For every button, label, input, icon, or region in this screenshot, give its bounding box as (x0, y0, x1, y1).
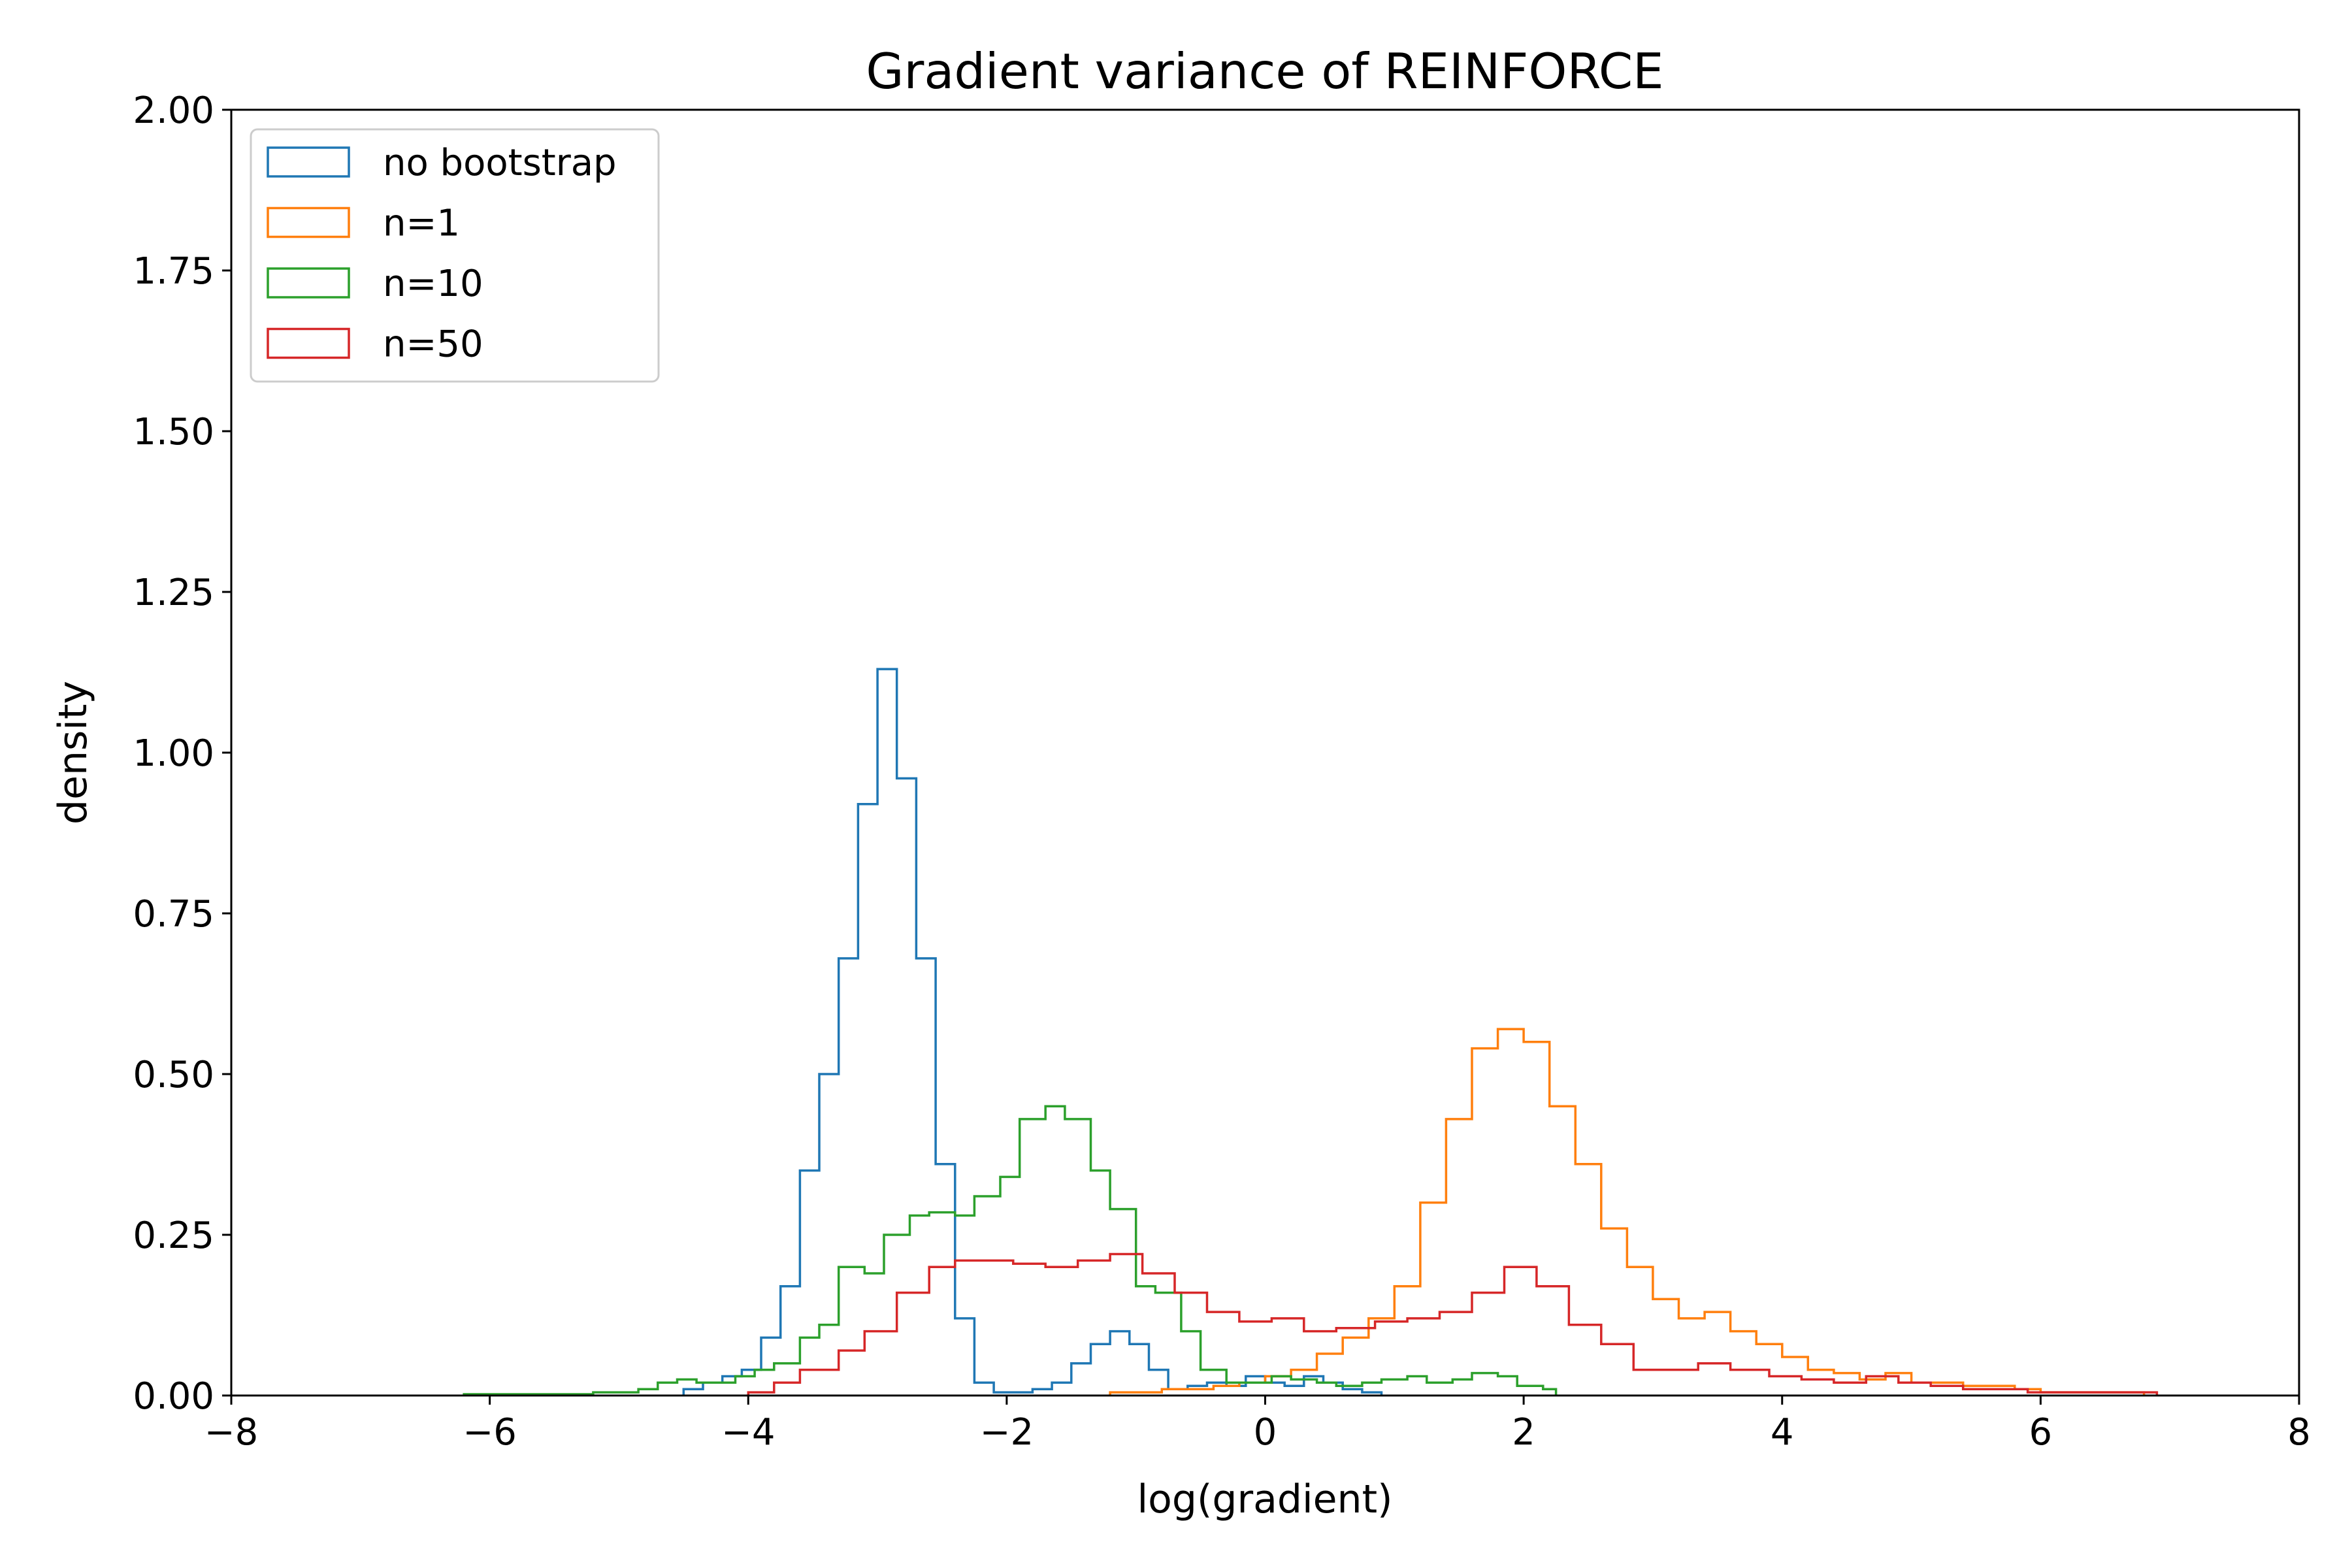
legend: no bootstrap n=1 n=10 n=50 (250, 128, 660, 383)
histogram-series-3 (747, 1252, 2159, 1396)
x-tick-label: −8 (204, 1411, 259, 1454)
x-tick-label: 8 (2287, 1411, 2311, 1454)
y-tick-label: 1.75 (133, 250, 214, 293)
x-tick-label: −4 (721, 1411, 776, 1454)
histogram-series-0 (682, 668, 1383, 1396)
y-tick-label: 0.75 (133, 893, 214, 936)
y-tick-label: 1.00 (133, 732, 214, 775)
y-tick-label: 0.50 (133, 1054, 214, 1096)
legend-swatch (267, 267, 350, 299)
histogram-series-1 (1109, 1028, 2146, 1396)
legend-label: no bootstrap (383, 142, 617, 184)
x-tick-label: 0 (1254, 1411, 1277, 1454)
histogram-series-group (463, 668, 2159, 1396)
legend-swatch (267, 146, 350, 178)
legend-box (250, 128, 660, 383)
x-tick-label: 6 (2029, 1411, 2053, 1454)
x-axis-label: log(gradient) (1137, 1477, 1392, 1522)
legend-label: n=1 (383, 203, 460, 245)
y-tick-label: 2.00 (133, 90, 214, 132)
x-axis: −8 −6 −4 −2 0 2 4 6 8 (204, 1396, 2311, 1454)
y-tick-label: 1.25 (133, 572, 214, 614)
legend-label: n=50 (383, 323, 483, 366)
y-axis-label: density (50, 681, 96, 825)
x-tick-label: −6 (463, 1411, 517, 1454)
y-axis: 0.00 0.25 0.50 0.75 1.00 1.25 1.50 1.75 2.00 (133, 90, 231, 1418)
histogram-series-2 (463, 1105, 1558, 1396)
y-tick-label: 0.00 (133, 1375, 214, 1418)
chart-title: Gradient variance of REINFORCE (866, 42, 1663, 100)
legend-swatch (267, 327, 350, 359)
legend-label: n=10 (383, 263, 483, 305)
x-tick-label: −2 (980, 1411, 1034, 1454)
y-tick-label: 1.50 (133, 411, 214, 453)
x-tick-label: 2 (1512, 1411, 1535, 1454)
legend-swatch (267, 206, 350, 238)
x-tick-label: 4 (1771, 1411, 1794, 1454)
y-tick-label: 0.25 (133, 1215, 214, 1257)
